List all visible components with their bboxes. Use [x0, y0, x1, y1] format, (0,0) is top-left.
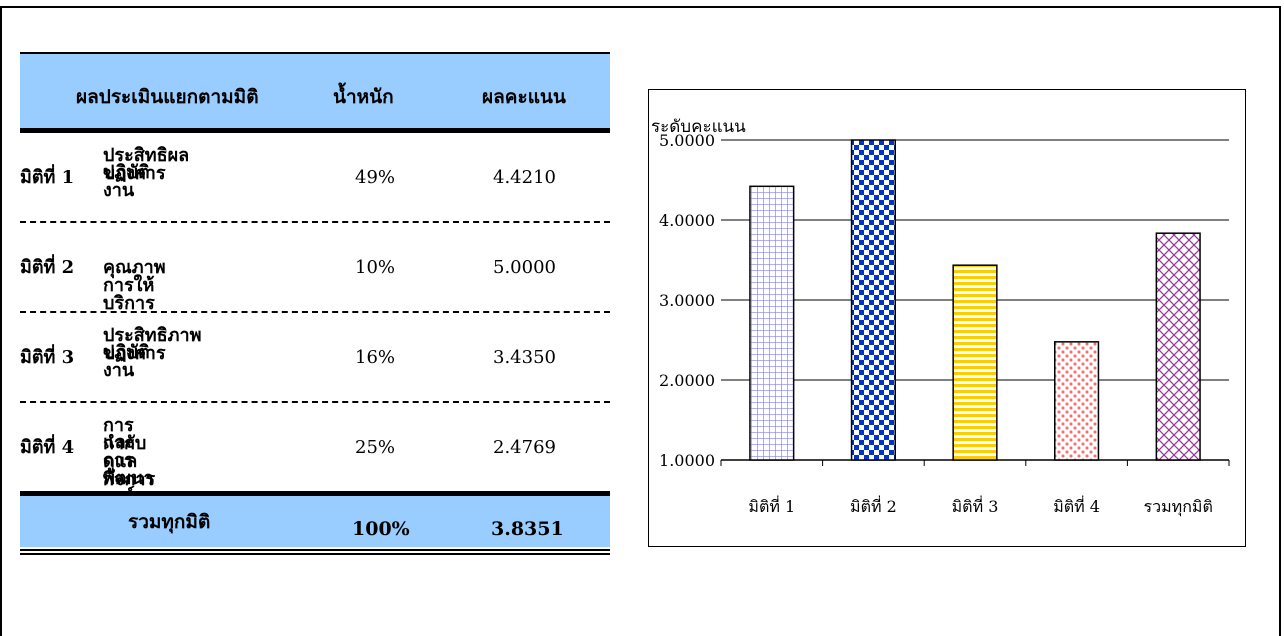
row-score: 3.4350 [493, 347, 556, 368]
row-weight: 10% [355, 257, 396, 278]
table-row: มิติที่ 3 ประสิทธิภาพของการ ปฏิบัติงาน 1… [20, 313, 610, 403]
table-bottom-rule [20, 549, 610, 555]
row-dimension: มิติที่ 1 [20, 167, 75, 188]
y-tick-label: 3.0000 [659, 291, 715, 310]
header-weight: น้ำหนัก [333, 86, 394, 108]
header-dimension: ผลประเมินแยกตามมิติ [76, 86, 259, 108]
x-tick-label: มิติที่ 2 [850, 495, 897, 516]
x-tick-label: มิติที่ 3 [952, 495, 999, 516]
bar [1054, 341, 1100, 461]
row-score: 4.4210 [493, 167, 556, 188]
y-tick-label: 2.0000 [659, 371, 715, 390]
row-weight: 16% [355, 347, 396, 368]
table-row: มิติที่ 1 ประสิทธิผลของการ ปฏิบัติงาน 49… [20, 133, 610, 223]
header-score: ผลคะแนน [482, 86, 566, 108]
y-tick-label: 4.0000 [659, 211, 715, 230]
row-weight: 49% [355, 167, 396, 188]
row-name-line1: การกำกับดูแลกิจการ [103, 415, 156, 490]
row-dimension: มิติที่ 4 [20, 437, 75, 458]
x-tick-label: มิติที่ 1 [748, 495, 795, 516]
row-score: 2.4769 [493, 437, 556, 458]
page-frame [0, 6, 1281, 636]
row-name-line1: ประสิทธิภาพของการ [103, 325, 202, 364]
total-score: 3.8351 [491, 518, 564, 540]
table-row: มิติที่ 2 คุณภาพการให้บริการ 10% 5.0000 [20, 223, 610, 313]
y-tick-label: 5.0000 [659, 131, 715, 150]
table-row: มิติที่ 4 การกำกับดูแลกิจการ และการพัฒนา… [20, 403, 610, 506]
row-name-line2: ปฏิบัติงาน [103, 162, 150, 201]
y-tick-label: 1.0000 [659, 451, 715, 470]
bar [952, 264, 998, 461]
total-label: รวมทุกมิติ [128, 511, 211, 533]
bar [850, 139, 896, 461]
row-name-line2: ปฏิบัติงาน [103, 342, 150, 381]
chart-svg: 1.0000 2.0000 3.0000 4.0000 5.0000 มิติที่ 1 ม… [651, 117, 1230, 517]
row-dimension: มิติที่ 3 [20, 347, 75, 368]
score-table: ผลประเมินแยกตามมิติ น้ำหนัก ผลคะแนน มิติ… [20, 52, 610, 555]
bar [749, 185, 795, 461]
row-score: 5.0000 [493, 257, 556, 278]
row-name-line1: คุณภาพการให้บริการ [103, 257, 166, 314]
y-axis-title: ระดับคะแนน [651, 117, 746, 137]
row-weight: 25% [355, 437, 396, 458]
x-tick-label: รวมทุกมิติ [1144, 497, 1213, 517]
total-weight: 100% [352, 518, 410, 540]
row-dimension: มิติที่ 2 [20, 257, 75, 278]
table-total-row: รวมทุกมิติ 100% 3.8351 [20, 491, 610, 547]
bar [1155, 232, 1201, 461]
x-tick-label: มิติที่ 4 [1053, 495, 1100, 516]
table-header: ผลประเมินแยกตามมิติ น้ำหนัก ผลคะแนน [20, 52, 610, 133]
score-chart: 1.0000 2.0000 3.0000 4.0000 5.0000 มิติที่ 1 ม… [648, 89, 1246, 547]
row-name-line1: ประสิทธิผลของการ [103, 145, 190, 184]
